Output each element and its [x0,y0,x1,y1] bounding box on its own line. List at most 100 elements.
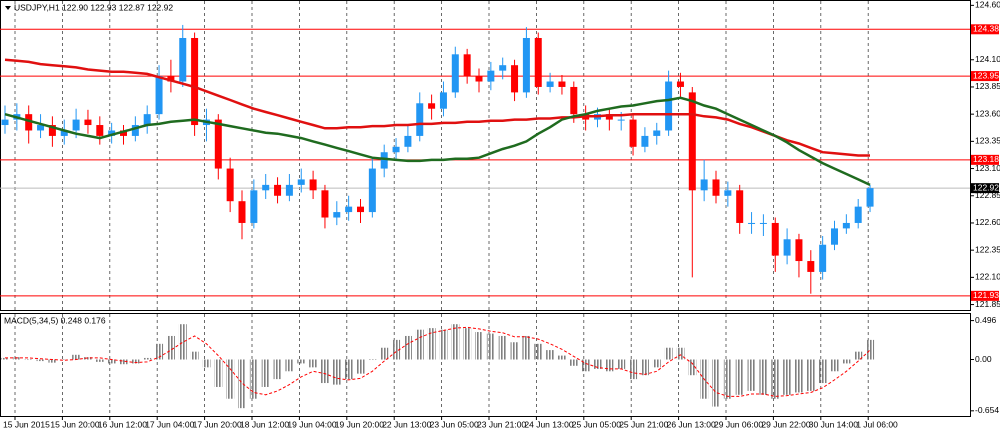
macd-bar [854,351,863,360]
candle-body [72,119,80,131]
macd-bar [640,359,649,376]
y-tick-label: 122.35 [975,244,1000,254]
macd-bar [842,359,851,364]
candle-body [25,114,33,131]
y-tick-label: 0.00 [975,354,992,364]
candle-body [96,125,104,136]
menu-arrow [5,6,11,10]
candle-body [866,188,874,207]
macd-bar [166,335,175,360]
y-tick-label: 124.10 [975,54,1000,64]
candle-body [309,179,317,191]
macd-title: MACD(5,34,5) 0.248 0.176 [4,315,106,325]
candle-body [795,239,803,262]
candle-body [534,37,542,87]
candle-body [617,119,625,121]
macd-bar [522,335,531,360]
level-label: 124.38 [973,24,999,34]
x-tick-label: 17 Jun 20:00 [193,419,242,429]
candle-body [368,168,376,213]
candle-body [676,81,684,87]
candle-body [321,190,329,218]
candle-body [380,152,388,169]
level-tag [971,24,999,35]
macd-bar [356,359,365,374]
candle-body [274,184,282,196]
candle-body [155,76,163,115]
candle-body [451,54,459,93]
macd-bar [510,342,519,360]
macd-bar [557,355,566,360]
macd-bar [155,343,164,360]
candle-body [546,81,554,87]
x-tick-label: 22 Jun 13:00 [382,419,431,429]
x-tick-label: 15 Jun 20:00 [50,419,99,429]
macd-bar [72,354,81,360]
macd-bar [332,359,341,385]
macd-bar [226,359,235,399]
current-price-tag [971,183,999,194]
moving-average [4,58,870,157]
candle-body [712,179,720,196]
macd-bar [463,328,472,360]
macd-bar [415,329,424,360]
macd-bar [1,357,9,360]
candle-body [759,222,767,224]
macd-bar [309,359,318,368]
candle-body [511,65,519,93]
macd-bar [475,332,483,360]
candle-body [641,135,649,147]
y-tick-label: 122.85 [975,190,1000,200]
candle-body [499,65,507,71]
candle-body [191,37,199,126]
x-tick-label: 1 Jul 06:00 [856,419,898,429]
x-tick-label: 19 Jun 04:00 [287,419,336,429]
macd-bar [830,359,839,372]
macd-bar [95,359,104,362]
y-tick-label: 122.10 [975,272,1000,282]
candle-body [522,37,530,93]
y-tick-label: 123.35 [975,136,1000,146]
y-tick-label: 123.10 [975,163,1000,173]
macd-bar [273,359,282,380]
chart-title: USDJPY,H1 122.90 122.93 122.87 122.92 [14,2,173,12]
macd-bar [486,333,495,360]
macd-bar [652,359,661,368]
x-tick-label: 25 Jun 21:00 [619,419,668,429]
level-tag [971,154,999,165]
candle-body [428,103,436,109]
candle-body [37,125,45,131]
candle-body [748,222,756,224]
candle-body [214,119,222,169]
macd-bar [629,359,638,380]
current-price-label: 122.92 [973,182,999,192]
macd-bar [723,359,732,399]
macd-bar [380,347,389,360]
macd-bar [866,339,875,360]
y-tick-label: 124.60 [975,0,1000,10]
level-label: 123.18 [973,154,999,164]
macd-bar [664,347,673,360]
macd-bar [783,359,792,395]
x-tick-label: 24 Jun 13:00 [524,419,573,429]
candle-body [700,179,708,191]
macd-bar [534,343,543,360]
candle-body [570,86,578,115]
y-tick-label: 122.60 [975,217,1000,227]
macd-bar [119,359,128,365]
y-tick-label: 123.85 [975,81,1000,91]
macd-bar [403,335,412,360]
x-tick-label: 18 Jun 12:00 [240,419,289,429]
macd-bar [771,359,780,399]
candle-body [736,190,744,223]
macd-bar [498,335,507,360]
candle-body [819,244,827,272]
y-tick-label: 121.85 [975,299,1000,309]
macd-bar [581,359,590,372]
macd-bar [593,359,602,369]
macd-bar [202,359,211,368]
macd-bar [178,324,187,360]
x-tick-label: 23 Jun 21:00 [477,419,526,429]
